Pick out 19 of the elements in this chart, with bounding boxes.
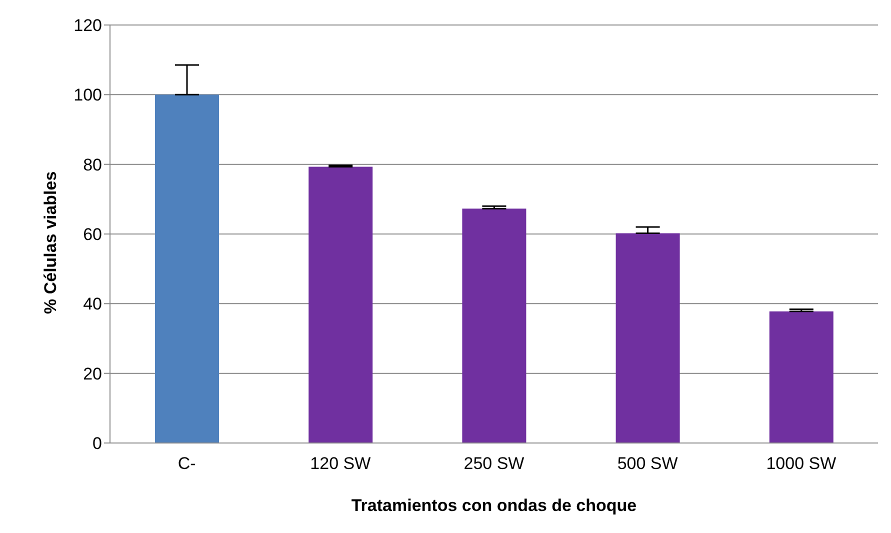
bar <box>155 94 219 443</box>
x-tick-label: 1000 SW <box>766 454 836 474</box>
bar <box>769 311 834 443</box>
x-tick-label: 250 SW <box>464 454 524 474</box>
x-tick-label: C- <box>178 454 196 474</box>
x-tick-label: 500 SW <box>617 454 678 474</box>
y-axis-title: % Células viables <box>41 171 60 314</box>
y-tick-label: 0 <box>92 434 102 454</box>
y-tick-label: 80 <box>83 155 102 174</box>
y-tick-label: 20 <box>83 364 102 384</box>
x-axis-title: Tratamientos con ondas de choque <box>351 496 637 515</box>
y-tick-label: 60 <box>83 225 102 244</box>
x-tick-label: 120 SW <box>310 454 371 474</box>
y-tick-label: 120 <box>74 16 102 36</box>
bar <box>462 208 526 443</box>
y-tick-label: 100 <box>74 86 102 105</box>
bar <box>616 233 680 443</box>
bar <box>308 166 373 443</box>
y-tick-label: 40 <box>83 294 102 314</box>
